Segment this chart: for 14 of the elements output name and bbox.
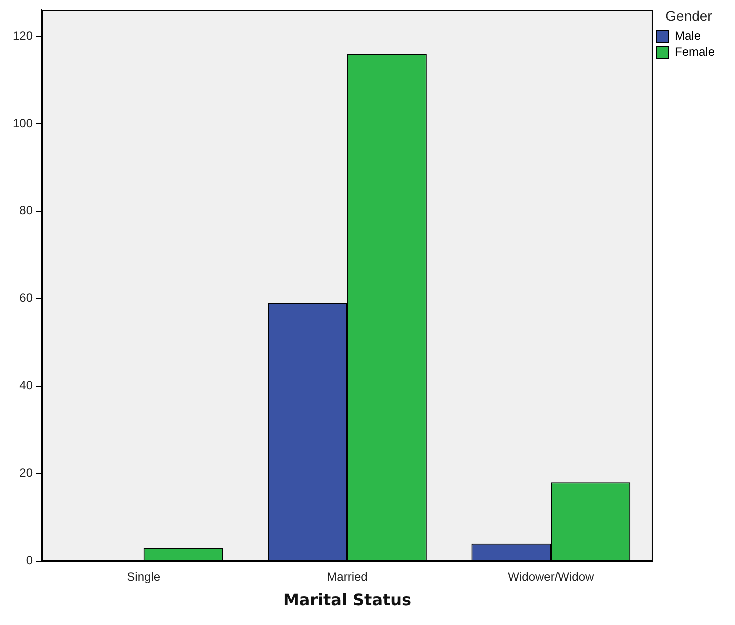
- legend-label: Female: [674, 45, 716, 60]
- x-axis-title: Marital Status: [283, 590, 412, 610]
- y-tick-label: 100: [12, 116, 34, 130]
- y-tick-label: 40: [20, 378, 34, 393]
- x-tick-label: Married: [327, 570, 368, 584]
- legend-label: Male: [674, 29, 702, 44]
- y-tick-label: 80: [20, 204, 34, 218]
- y-tick-label: 20: [20, 466, 34, 480]
- y-tick-label: 120: [12, 28, 34, 43]
- legend-title: Gender: [666, 8, 713, 24]
- x-tick-label: Single: [127, 570, 161, 584]
- x-tick-label: Widower/Widow: [508, 570, 594, 584]
- y-tick-label: 60: [20, 291, 34, 306]
- y-tick-label: 0: [26, 554, 34, 568]
